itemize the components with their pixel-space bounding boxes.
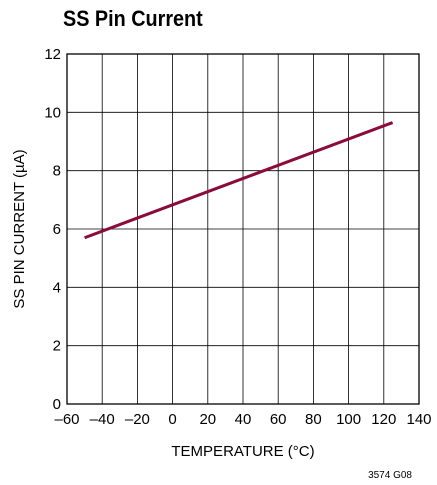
x-tick-label: 80	[305, 411, 322, 428]
x-tick-label: 20	[199, 411, 216, 428]
x-tick-label: 120	[371, 411, 396, 428]
y-tick-label: 4	[53, 279, 61, 296]
y-tick-label: 2	[53, 338, 61, 355]
x-tick-label: 40	[235, 411, 252, 428]
y-tick-label: 6	[53, 221, 61, 238]
grid-lines	[67, 54, 419, 404]
y-tick-label: 0	[53, 396, 61, 413]
y-tick-label: 12	[44, 46, 61, 63]
series-line	[84, 121, 394, 240]
y-axis-label: SS PIN CURRENT (µA)	[11, 149, 28, 308]
x-tick-labels: –60 –40 –20 0 20 40 60 80 100 120 140	[54, 411, 431, 428]
plot-frame	[66, 53, 420, 405]
x-tick-label: –20	[125, 411, 150, 428]
x-tick-label: 100	[336, 411, 361, 428]
chart-title: SS Pin Current	[63, 6, 203, 31]
x-tick-label: 140	[406, 411, 431, 428]
x-tick-label: 60	[270, 411, 287, 428]
x-tick-label: –40	[90, 411, 115, 428]
x-tick-label: 0	[168, 411, 176, 428]
x-axis-label: TEMPERATURE (°C)	[171, 443, 314, 460]
series-layer	[84, 121, 394, 240]
y-tick-label: 8	[53, 163, 61, 180]
y-tick-labels: 0 2 4 6 8 10 12	[44, 46, 61, 413]
figure-code: 3574 G08	[368, 470, 412, 481]
y-tick-label: 10	[44, 104, 61, 121]
x-tick-label: –60	[54, 411, 79, 428]
